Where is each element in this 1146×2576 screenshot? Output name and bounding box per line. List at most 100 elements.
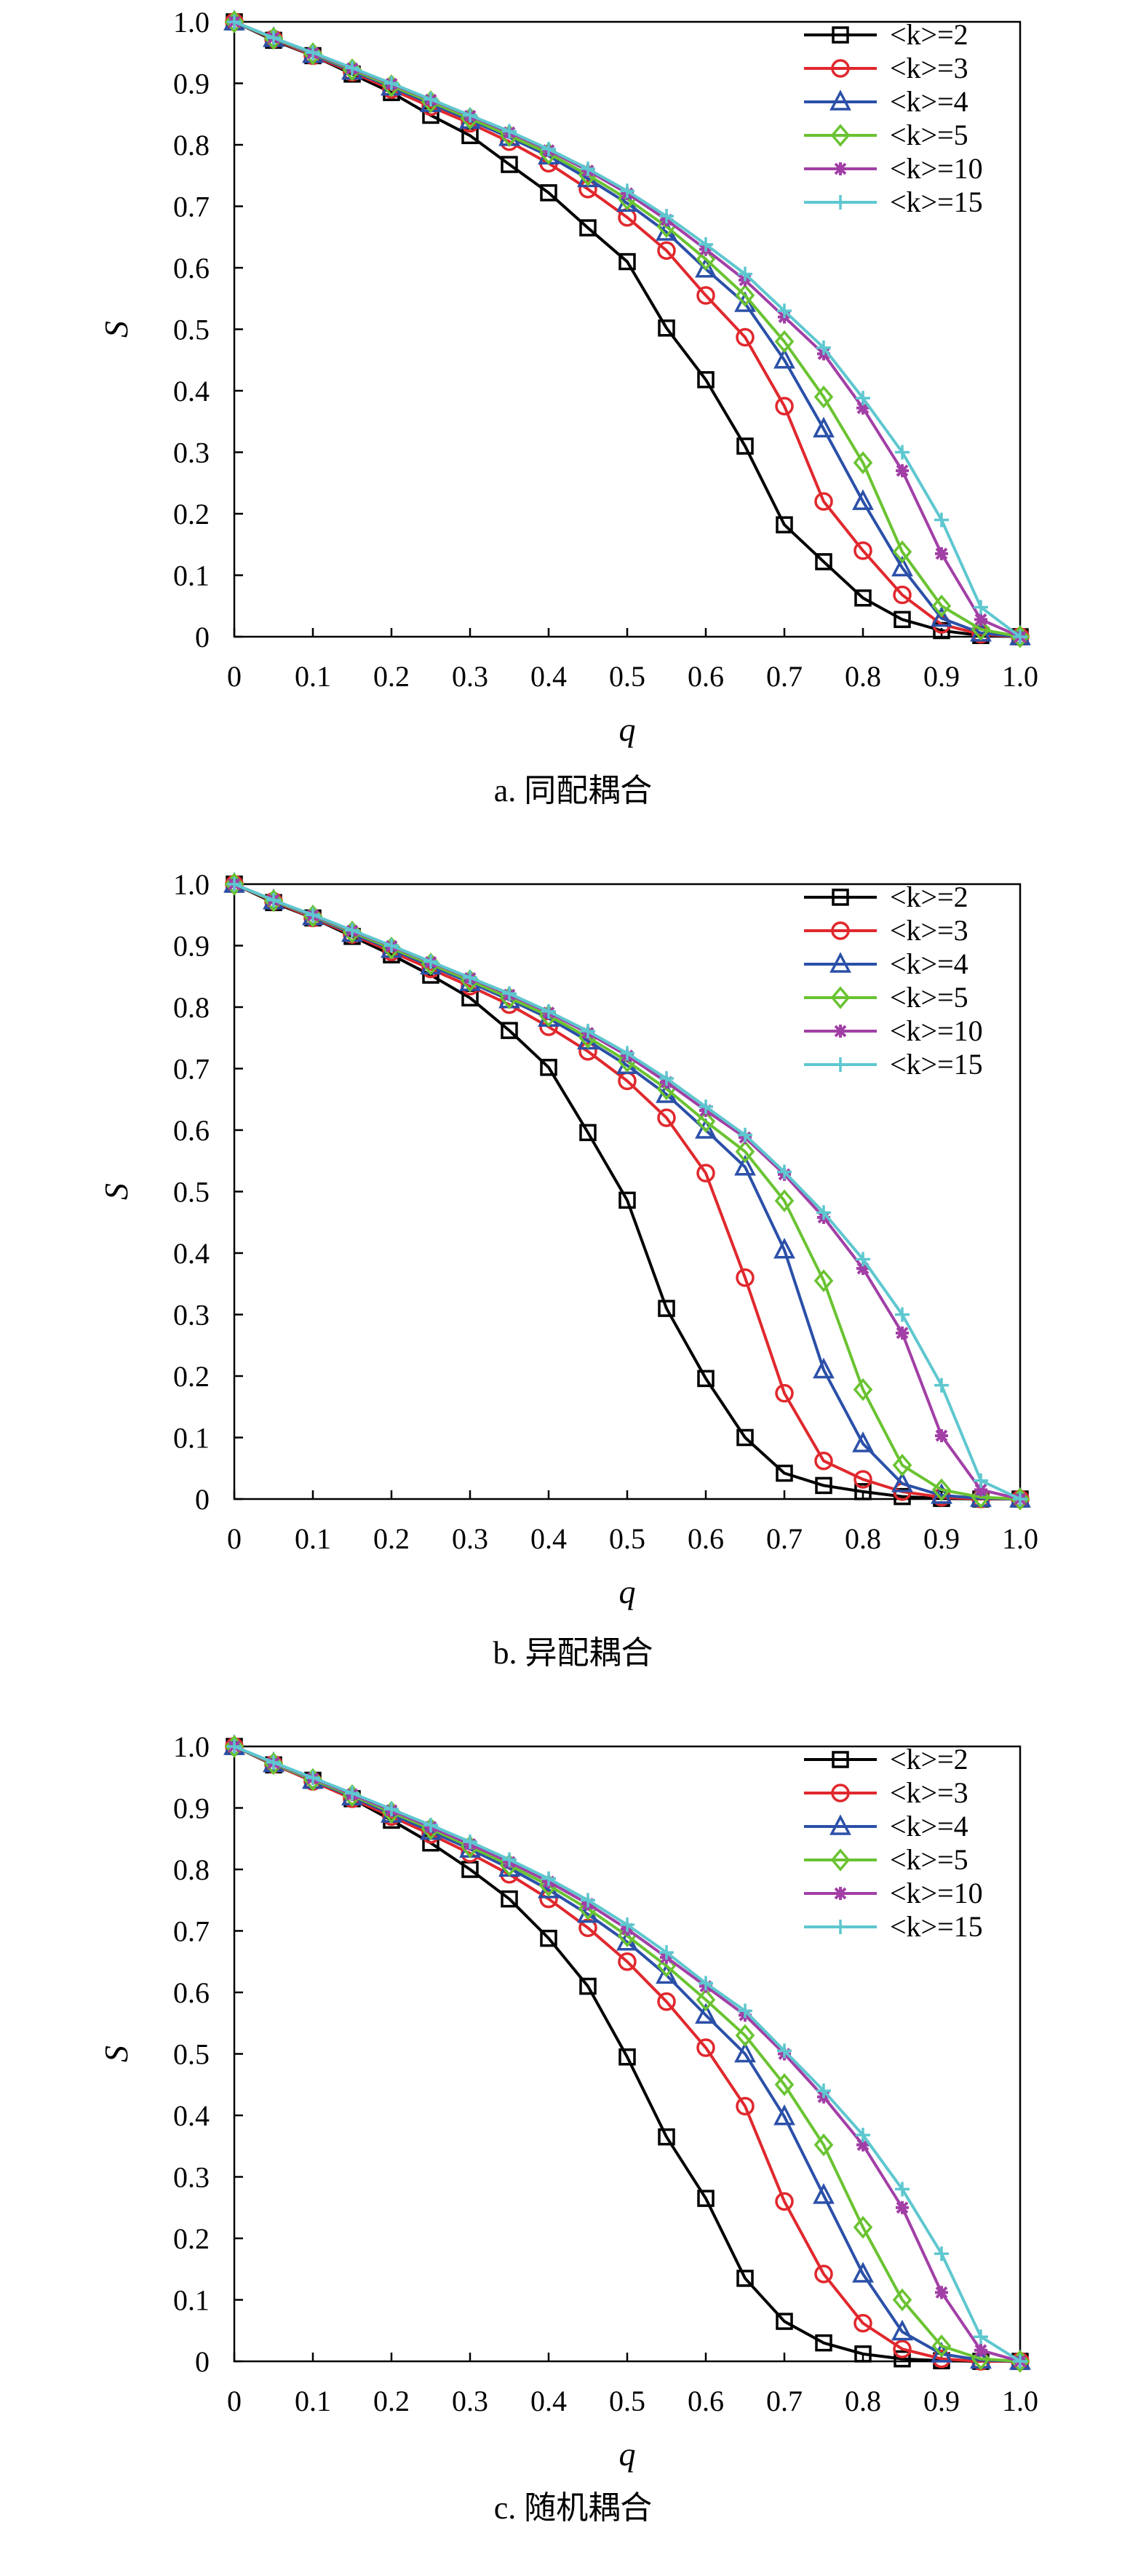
data-point [774, 1189, 795, 1212]
data-point [776, 1464, 793, 1482]
data-point [814, 1451, 833, 1471]
data-point [227, 877, 242, 891]
data-point [856, 391, 870, 406]
data-point [773, 1237, 795, 1259]
x-tick-label: 0.2 [373, 2385, 410, 2417]
x-tick-label: 0.1 [295, 1522, 331, 1555]
legend-label: <k>=2 [890, 880, 968, 913]
data-point [540, 184, 557, 202]
data-point [579, 219, 597, 236]
series-5 [227, 15, 1027, 644]
legend-item: <k>=5 [804, 1843, 968, 1876]
data-point [345, 923, 359, 938]
legend-marker [829, 90, 851, 111]
data-point [697, 2190, 715, 2207]
data-point [696, 1164, 715, 1182]
data-point [1013, 1492, 1027, 1506]
data-point [852, 1431, 874, 1452]
data-point [853, 541, 872, 560]
data-point [696, 1988, 716, 2011]
data-point [618, 1191, 636, 1209]
legend-item: <k>=4 [804, 85, 968, 118]
x-axis-label: q [619, 1573, 636, 1610]
caption-b: b. 异配耦合 [493, 1635, 653, 1671]
legend-label: <k>=5 [890, 981, 968, 1014]
data-point [699, 1976, 713, 1991]
legend-marker [834, 162, 847, 175]
data-point [423, 954, 438, 969]
x-tick-label: 0.4 [530, 1522, 567, 1555]
data-point [620, 1046, 634, 1061]
data-point [931, 1478, 952, 1502]
data-point [853, 1378, 873, 1402]
legend-label: <k>=5 [890, 119, 968, 151]
y-tick-label: 0.9 [173, 68, 210, 100]
data-point [734, 2041, 756, 2063]
y-tick-label: 0.6 [173, 1976, 210, 2009]
data-point [736, 327, 755, 347]
legend: <k>=2<k>=3<k>=4<k>=5<k>=10<k>=15 [804, 1743, 983, 1943]
data-point [773, 2104, 795, 2126]
data-point [501, 156, 518, 173]
data-point [893, 585, 912, 605]
legend-item: <k>=2 [804, 18, 968, 51]
data-point [227, 15, 242, 29]
x-tick-label: 0.1 [295, 660, 331, 693]
y-tick-label: 0.8 [173, 1853, 210, 1886]
legend-item: <k>=2 [804, 880, 968, 913]
data-point [814, 492, 833, 511]
data-point [775, 1383, 794, 1403]
data-point [974, 613, 987, 627]
data-point [931, 605, 952, 627]
y-axis-label: S [98, 2046, 135, 2062]
data-point [813, 416, 835, 438]
y-tick-label: 0.2 [173, 1360, 210, 1393]
y-tick-label: 0.3 [173, 437, 210, 469]
data-point [971, 2347, 991, 2371]
data-point [501, 1022, 518, 1039]
data-point [696, 1110, 716, 1133]
y-tick-label: 0.1 [173, 2284, 210, 2317]
chart-panel-c: 0 0.1 0.2 0.3 0.4 0.5 0.6 0.7 0.8 0.9 1.0 0 0.1 0.2 0.… [0, 1725, 1146, 2576]
data-point [696, 286, 715, 305]
legend-item: <k>=10 [804, 1877, 983, 1909]
data-point [854, 589, 872, 607]
legend-item: <k>=15 [804, 1048, 983, 1081]
y-tick-label: 0.6 [173, 252, 210, 285]
legend-item: <k>=3 [804, 914, 968, 947]
legend-label: <k>=3 [890, 914, 968, 947]
data-point [541, 1003, 556, 1019]
legend-item: <k>=3 [804, 1776, 968, 1809]
data-point [578, 1042, 597, 1061]
legend-label: <k>=2 [890, 18, 968, 51]
y-tick-label: 0.7 [173, 1915, 210, 1948]
data-point [896, 464, 909, 477]
data-point [657, 1992, 676, 2011]
y-tick-label: 0.8 [173, 129, 210, 162]
data-point [816, 2083, 831, 2099]
y-tick-label: 0.5 [173, 2038, 210, 2071]
x-tick-label: 0.9 [923, 2385, 960, 2417]
data-point [816, 1205, 831, 1220]
data-point [695, 1118, 717, 1139]
data-point [974, 2343, 987, 2357]
data-point [306, 907, 320, 923]
data-point [854, 1483, 872, 1500]
data-point [891, 555, 913, 577]
y-tick-label: 0.4 [173, 1237, 210, 1270]
data-point [777, 1164, 792, 1180]
x-tick-label: 0.7 [766, 2385, 803, 2417]
data-point [735, 284, 755, 307]
data-point [892, 1453, 912, 1477]
data-point [816, 340, 831, 355]
legend-label: <k>=4 [890, 1810, 968, 1842]
y-tick-label: 0.9 [173, 1792, 210, 1825]
data-point [931, 595, 952, 618]
caption-c: c. 随机耦合 [493, 2490, 653, 2526]
legend-label: <k>=10 [890, 1014, 983, 1047]
legend-marker [833, 1057, 848, 1072]
x-tick-label: 0.7 [766, 660, 803, 693]
legend-marker [831, 59, 850, 78]
legend-marker [832, 26, 849, 44]
legend-item: <k>=5 [804, 119, 968, 151]
